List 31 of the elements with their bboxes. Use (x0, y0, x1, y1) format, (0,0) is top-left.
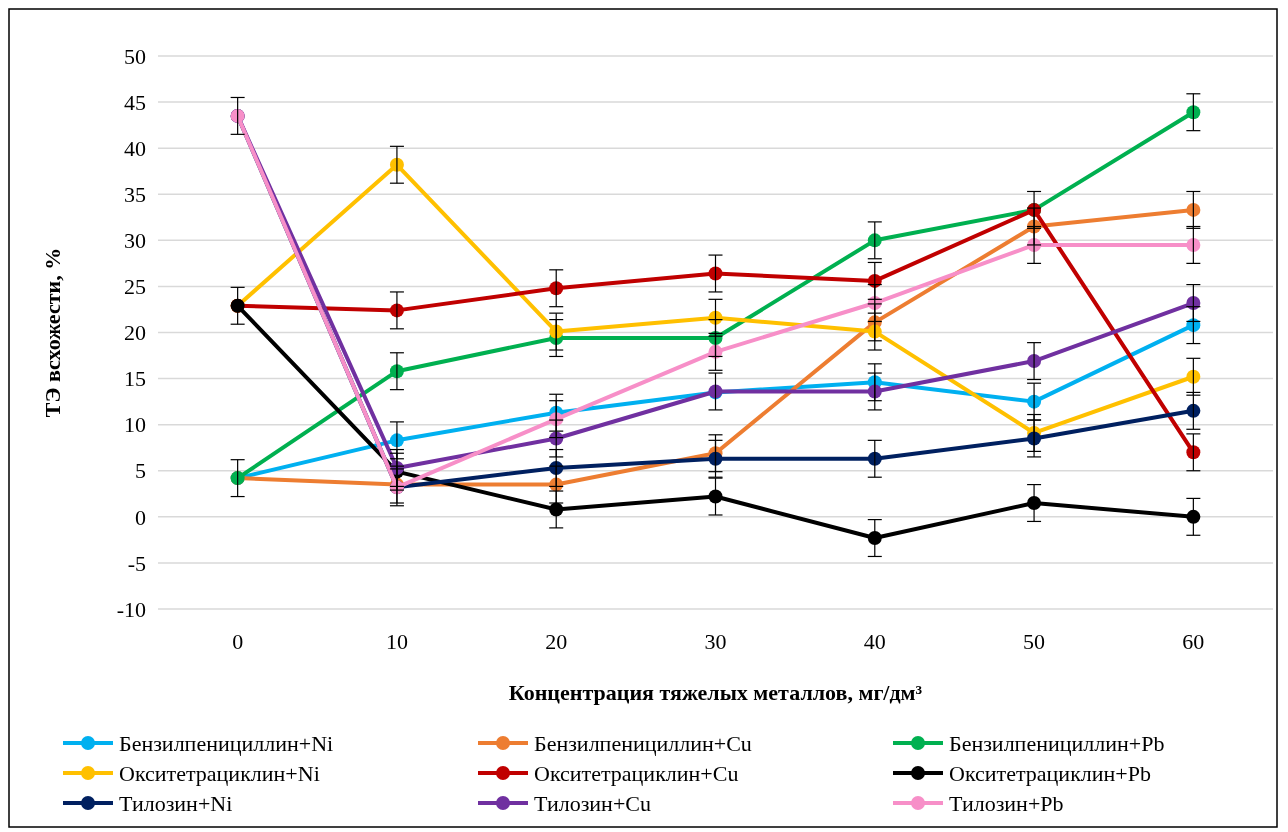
x-tick-label: 40 (863, 629, 886, 654)
y-tick-label: 50 (124, 43, 146, 69)
y-tick-label: 40 (124, 135, 146, 161)
legend-label: Окситетрациклин+Cu (534, 760, 739, 786)
y-tick-label: 25 (124, 274, 146, 300)
legend-label: Бензилпенициллин+Pb (949, 730, 1165, 756)
legend-label: Окситетрациклин+Ni (119, 760, 320, 786)
legend-label: Тилозин+Cu (534, 790, 651, 816)
y-axis-title: ТЭ всхожести, % (40, 247, 65, 418)
legend-label: Бензилпенициллин+Cu (534, 730, 752, 756)
x-axis-title: Концентрация тяжелых металлов, мг/дм³ (508, 680, 923, 705)
x-tick-label: 0 (232, 629, 244, 654)
y-tick-label: 30 (124, 228, 146, 254)
x-tick-label: 50 (1023, 629, 1046, 654)
y-tick-label: -5 (127, 550, 146, 576)
y-tick-label: 5 (135, 458, 146, 484)
x-tick-label: 30 (704, 629, 727, 654)
y-tick-label: 15 (124, 366, 146, 392)
x-tick-label: 10 (385, 629, 408, 654)
y-tick-label: 35 (124, 181, 146, 207)
x-tick-label: 20 (545, 629, 568, 654)
legend-label: Тилозин+Ni (119, 790, 233, 816)
y-tick-label: 0 (135, 504, 146, 530)
y-tick-label: -10 (116, 596, 146, 622)
y-tick-label: 20 (124, 320, 146, 346)
y-tick-label: 10 (124, 412, 146, 438)
y-tick-label: 45 (124, 89, 146, 115)
x-tick-label: 60 (1182, 629, 1205, 654)
legend-label: Бензилпенициллин+Ni (119, 730, 334, 756)
legend-label: Окситетрациклин+Pb (949, 760, 1151, 786)
legend-label: Тилозин+Pb (949, 790, 1064, 816)
